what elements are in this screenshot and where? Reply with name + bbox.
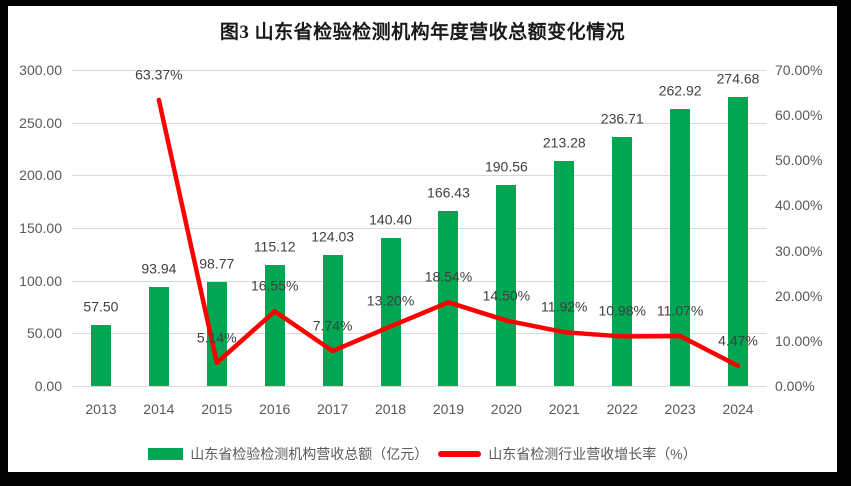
bar-value-label: 213.28	[542, 134, 586, 151]
y-axis-tick-right: 20.00%	[775, 287, 823, 304]
legend: 山东省检验检测机构营收总额（亿元） 山东省检测行业营收增长率（%）	[8, 444, 837, 464]
line-value-label: 18.54%	[424, 268, 473, 285]
gridline	[72, 280, 767, 282]
gridline	[72, 122, 767, 124]
gridline	[72, 333, 767, 335]
chart-canvas: 图3 山东省检验检测机构年度营收总额变化情况 300.00 250.00 200.0…	[8, 6, 837, 472]
line-value-label: 5.14%	[196, 329, 237, 346]
bar-series-swatch-icon	[148, 448, 184, 460]
legend-item-growth-line: 山东省检测行业营收增长率（%）	[438, 444, 697, 464]
x-axis-tick: 2019	[432, 401, 465, 417]
bar	[380, 238, 401, 386]
bar-value-label: 236.71	[600, 110, 644, 127]
y-axis-tick-right: 10.00%	[775, 332, 823, 349]
line-value-label: 7.74%	[312, 317, 353, 334]
bar	[496, 185, 517, 386]
bar-value-label: 93.94	[141, 260, 177, 277]
legend-item-revenue-bars: 山东省检验检测机构营收总额（亿元）	[148, 444, 428, 464]
bar-value-label: 115.12	[253, 238, 296, 255]
bar-value-label: 262.92	[658, 82, 702, 99]
bar-value-label: 166.43	[427, 184, 470, 201]
y-axis-tick-right: 0.00%	[775, 378, 815, 394]
x-axis-tick: 2014	[143, 401, 175, 417]
legend-line-label: 山东省检测行业营收增长率（%）	[488, 446, 697, 462]
chart-title: 图3 山东省检验检测机构年度营收总额变化情况	[219, 22, 626, 43]
y-axis-tick-left: 0.00	[34, 378, 62, 394]
bar	[438, 210, 459, 386]
x-axis-tick: 2020	[490, 401, 522, 417]
growth-line	[156, 97, 741, 369]
bar-value-label: 190.56	[484, 158, 528, 175]
y-axis-tick-right: 40.00%	[775, 197, 823, 214]
bar-value-label: 98.77	[199, 255, 235, 272]
y-axis-tick-right: 70.00%	[775, 62, 823, 78]
bar	[264, 264, 285, 386]
line-value-label: 4.47%	[718, 332, 758, 349]
gridline	[72, 228, 767, 229]
gridline	[72, 175, 767, 177]
y-axis-tick-left: 200.00	[19, 167, 62, 184]
bar	[148, 287, 169, 386]
x-axis-tick: 2015	[201, 401, 233, 417]
bar	[670, 109, 691, 386]
x-axis-tick: 2013	[85, 401, 117, 417]
line-value-label: 13.20%	[366, 292, 415, 309]
bar-value-label: 140.40	[369, 211, 412, 228]
y-axis-tick-right: 30.00%	[775, 242, 823, 259]
y-axis-tick-right: 50.00%	[775, 152, 823, 169]
gridline	[72, 70, 767, 71]
x-axis-tick: 2018	[374, 401, 407, 417]
bar	[90, 325, 111, 386]
bar	[612, 136, 633, 386]
plot-area: 300.00 250.00 200.00 150.00 100.00 50.00 0.00 7…	[8, 6, 837, 472]
y-axis-tick-left: 50.00	[26, 325, 62, 342]
bar-value-label: 124.03	[311, 228, 355, 245]
line-value-label: 14.50%	[482, 287, 531, 304]
x-axis-tick: 2023	[664, 401, 696, 417]
bar	[728, 96, 749, 386]
y-axis-tick-left: 150.00	[19, 220, 62, 236]
x-axis-tick: 2024	[722, 401, 754, 417]
line-value-label: 11.92%	[541, 298, 588, 315]
x-axis-tick: 2022	[606, 401, 638, 417]
gridline	[72, 386, 767, 387]
legend-bar-label: 山东省检验检测机构营收总额（亿元）	[190, 446, 429, 462]
line-value-label: 16.55%	[250, 277, 299, 294]
y-axis-tick-left: 300.00	[19, 62, 62, 78]
x-axis-tick: 2017	[317, 401, 349, 417]
bar-value-label: 57.50	[83, 298, 119, 315]
y-axis-tick-left: 100.00	[19, 272, 62, 289]
y-axis-tick-left: 250.00	[19, 114, 62, 131]
line-value-label: 63.37%	[135, 66, 183, 83]
bar	[322, 255, 343, 386]
y-axis-tick-right: 60.00%	[775, 107, 823, 124]
bar-value-label: 274.68	[716, 70, 760, 87]
x-axis-tick: 2021	[548, 401, 580, 417]
x-axis-tick: 2016	[259, 401, 291, 417]
line-value-label: 10.98%	[598, 302, 646, 319]
line-series-swatch-icon	[438, 451, 482, 457]
line-value-label: 11.07%	[656, 302, 704, 319]
